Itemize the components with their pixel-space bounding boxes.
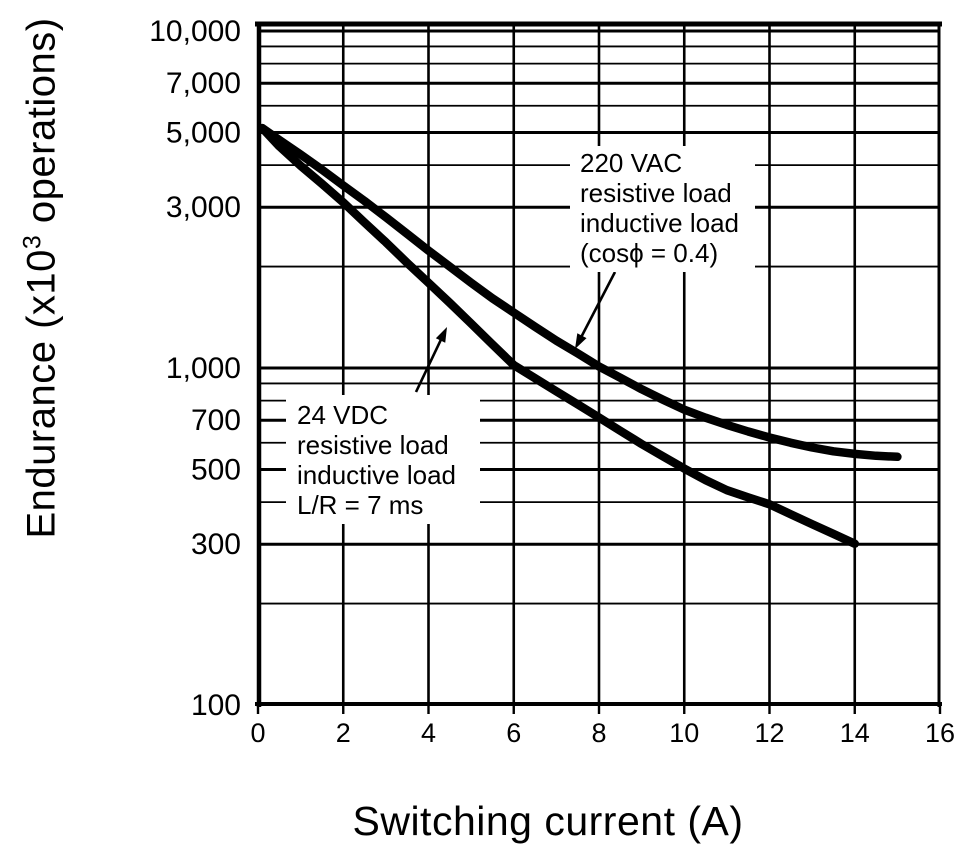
- annotation-24vdc-line-3: inductive load: [297, 460, 456, 490]
- x-tick-label: 0: [250, 718, 265, 748]
- x-axis-title: Switching current (A): [352, 798, 744, 844]
- x-tick-label: 6: [506, 718, 521, 748]
- annotation-220vac-line-3: inductive load: [580, 208, 739, 238]
- annotation-arrow-24vdc-head: [435, 327, 447, 343]
- y-tick-label: 10,000: [149, 15, 241, 48]
- curve-24vdc: [258, 123, 860, 548]
- annotation-24vdc: 24 VDC resistive load inductive load L/R…: [286, 395, 480, 524]
- annotation-24vdc-line-4: L/R = 7 ms: [297, 490, 424, 520]
- y-tick-label: 500: [191, 453, 241, 486]
- x-tick-label: 16: [925, 718, 955, 748]
- y-tick-label: 300: [191, 528, 241, 561]
- y-tick-label: 3,000: [166, 191, 241, 224]
- y-axis-title-suffix: operations): [19, 17, 64, 235]
- x-tick-label: 12: [754, 718, 784, 748]
- y-tick-label: 7,000: [166, 67, 241, 100]
- annotation-220vac-line-1: 220 VAC: [580, 148, 683, 178]
- y-axis-title-superscript: 3: [18, 234, 47, 250]
- annotation-220vac-line-4: (cosϕ = 0.4): [580, 238, 719, 268]
- x-tick-label: 10: [669, 718, 699, 748]
- x-tick-label: 2: [336, 718, 351, 748]
- annotation-24vdc-line-1: 24 VDC: [297, 400, 389, 430]
- y-tick-label: 5,000: [166, 116, 241, 149]
- annotation-arrow-220vac-head: [575, 333, 587, 349]
- y-axis-title-prefix: Endurance (x10: [19, 249, 64, 539]
- curve-220vac: [258, 123, 902, 462]
- annotation-arrow-24vdc-line: [414, 338, 443, 393]
- x-tick-label: 14: [840, 718, 870, 748]
- annotation-24vdc-line-2: resistive load: [297, 430, 449, 460]
- y-tick-label: 1,000: [166, 352, 241, 385]
- y-tick-label: 100: [191, 689, 241, 722]
- x-tick-label: 8: [591, 718, 606, 748]
- annotation-220vac: 220 VAC resistive load inductive load (c…: [570, 146, 755, 272]
- y-tick-label: 700: [191, 404, 241, 437]
- annotation-220vac-line-2: resistive load: [580, 178, 732, 208]
- x-tick-label: 4: [421, 718, 436, 748]
- annotation-arrow-220vac-line: [579, 271, 617, 339]
- y-axis-title: Endurance (x103 operations): [18, 17, 65, 539]
